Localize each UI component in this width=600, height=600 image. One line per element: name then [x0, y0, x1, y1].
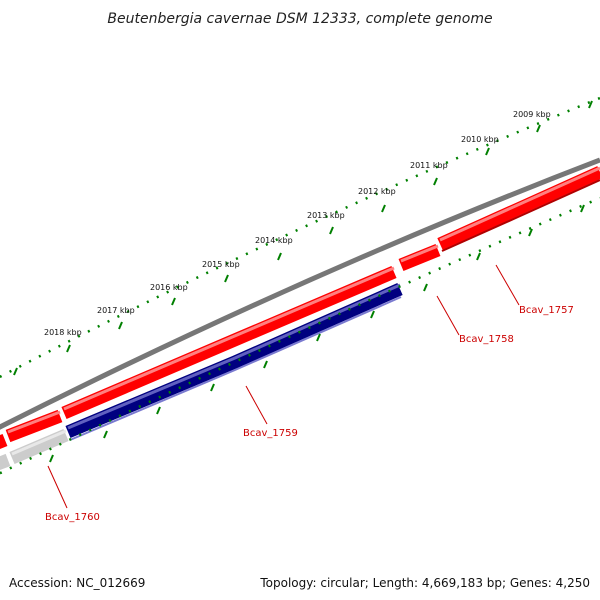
major-tick [588, 100, 593, 109]
kbp-label: 2017 kbp [97, 306, 135, 315]
major-tick [13, 367, 18, 376]
leader-bcav-1760 [47, 465, 68, 509]
major-tick [224, 274, 229, 283]
map-title: Beutenbergia cavernae DSM 12333, complet… [107, 11, 492, 27]
kbp-label: 2012 kbp [358, 187, 396, 196]
inner-tick-track [0, 196, 600, 475]
kbp-label: 2013 kbp [307, 211, 345, 220]
gene-bcav-1760-highlight [11, 429, 67, 456]
minor-tick [580, 204, 585, 213]
major-tick [485, 147, 490, 156]
gene-bcav-1759-shape [65, 283, 403, 438]
gene-label: Bcav_1757 [519, 305, 574, 316]
gene-bcav-1759-highlight [67, 283, 401, 430]
major-tick [433, 177, 438, 186]
leader-bcav-1757 [495, 264, 520, 306]
major-tick [381, 204, 386, 213]
major-tick [66, 344, 71, 353]
kbp-labels: 2009 kbp 2010 kbp 2011 kbp 2012 kbp 2013… [44, 110, 551, 337]
minor-tick [316, 333, 321, 342]
gene-bcav-1757-shape [437, 166, 600, 250]
outer-tick-track [0, 96, 600, 379]
minor-tick [263, 360, 268, 369]
kbp-label: 2015 kbp [202, 260, 240, 269]
gene-bcav-1758-shape [398, 243, 441, 272]
kbp-label: 2011 kbp [410, 161, 448, 170]
minor-tick [423, 283, 428, 292]
genome-backbone [0, 157, 600, 430]
minor-tick [476, 252, 481, 261]
gene-labels: Bcav_1757 Bcav_1758 Bcav_1759 Bcav_1760 [45, 305, 574, 523]
kbp-label: 2009 kbp [513, 110, 551, 119]
gene-bcav-1757-shadow [441, 179, 600, 252]
gene-bcav-1760-fwd-highlight [63, 266, 395, 411]
gene-bcav-1759-shadow [69, 296, 402, 441]
minor-tick [210, 383, 215, 392]
kbp-label: 2014 kbp [255, 236, 293, 245]
gene-bcav-1760-fwd-shape [61, 266, 397, 419]
minor-tick [49, 454, 54, 463]
gene-label: Bcav_1760 [45, 512, 100, 523]
minor-tick [528, 228, 533, 237]
gene-left-red-shape [5, 409, 63, 443]
gene-bcav-1758-highlight [400, 244, 439, 263]
genome-summary-text: Topology: circular; Length: 4,669,183 bp… [259, 576, 590, 590]
major-tick [329, 226, 334, 235]
minor-tick [103, 430, 108, 439]
minor-tick [156, 406, 161, 415]
leader-bcav-1759 [245, 385, 268, 425]
kbp-label: 2018 kbp [44, 328, 82, 337]
forward-strand-genes [0, 166, 600, 450]
gene-label: Bcav_1759 [243, 428, 298, 439]
major-tick [171, 297, 176, 306]
minor-tick [370, 310, 375, 319]
major-tick [277, 252, 282, 261]
leader-bcav-1758 [436, 295, 460, 336]
gene-edge-grey-shape [0, 453, 11, 471]
gene-edge-red-shape [0, 433, 8, 450]
gene-bcav-1760-shape [9, 429, 69, 464]
reverse-strand-genes [0, 283, 403, 471]
gene-bcav-1757-highlight [439, 166, 600, 242]
major-tick [536, 124, 541, 133]
gene-label: Bcav_1758 [459, 334, 514, 345]
kbp-label: 2016 kbp [150, 283, 188, 292]
accession-text: Accession: NC_012669 [9, 576, 145, 590]
gene-left-red-highlight [7, 410, 61, 434]
gene-leader-lines [47, 264, 520, 509]
kbp-label: 2010 kbp [461, 135, 499, 144]
major-tick [118, 321, 123, 330]
